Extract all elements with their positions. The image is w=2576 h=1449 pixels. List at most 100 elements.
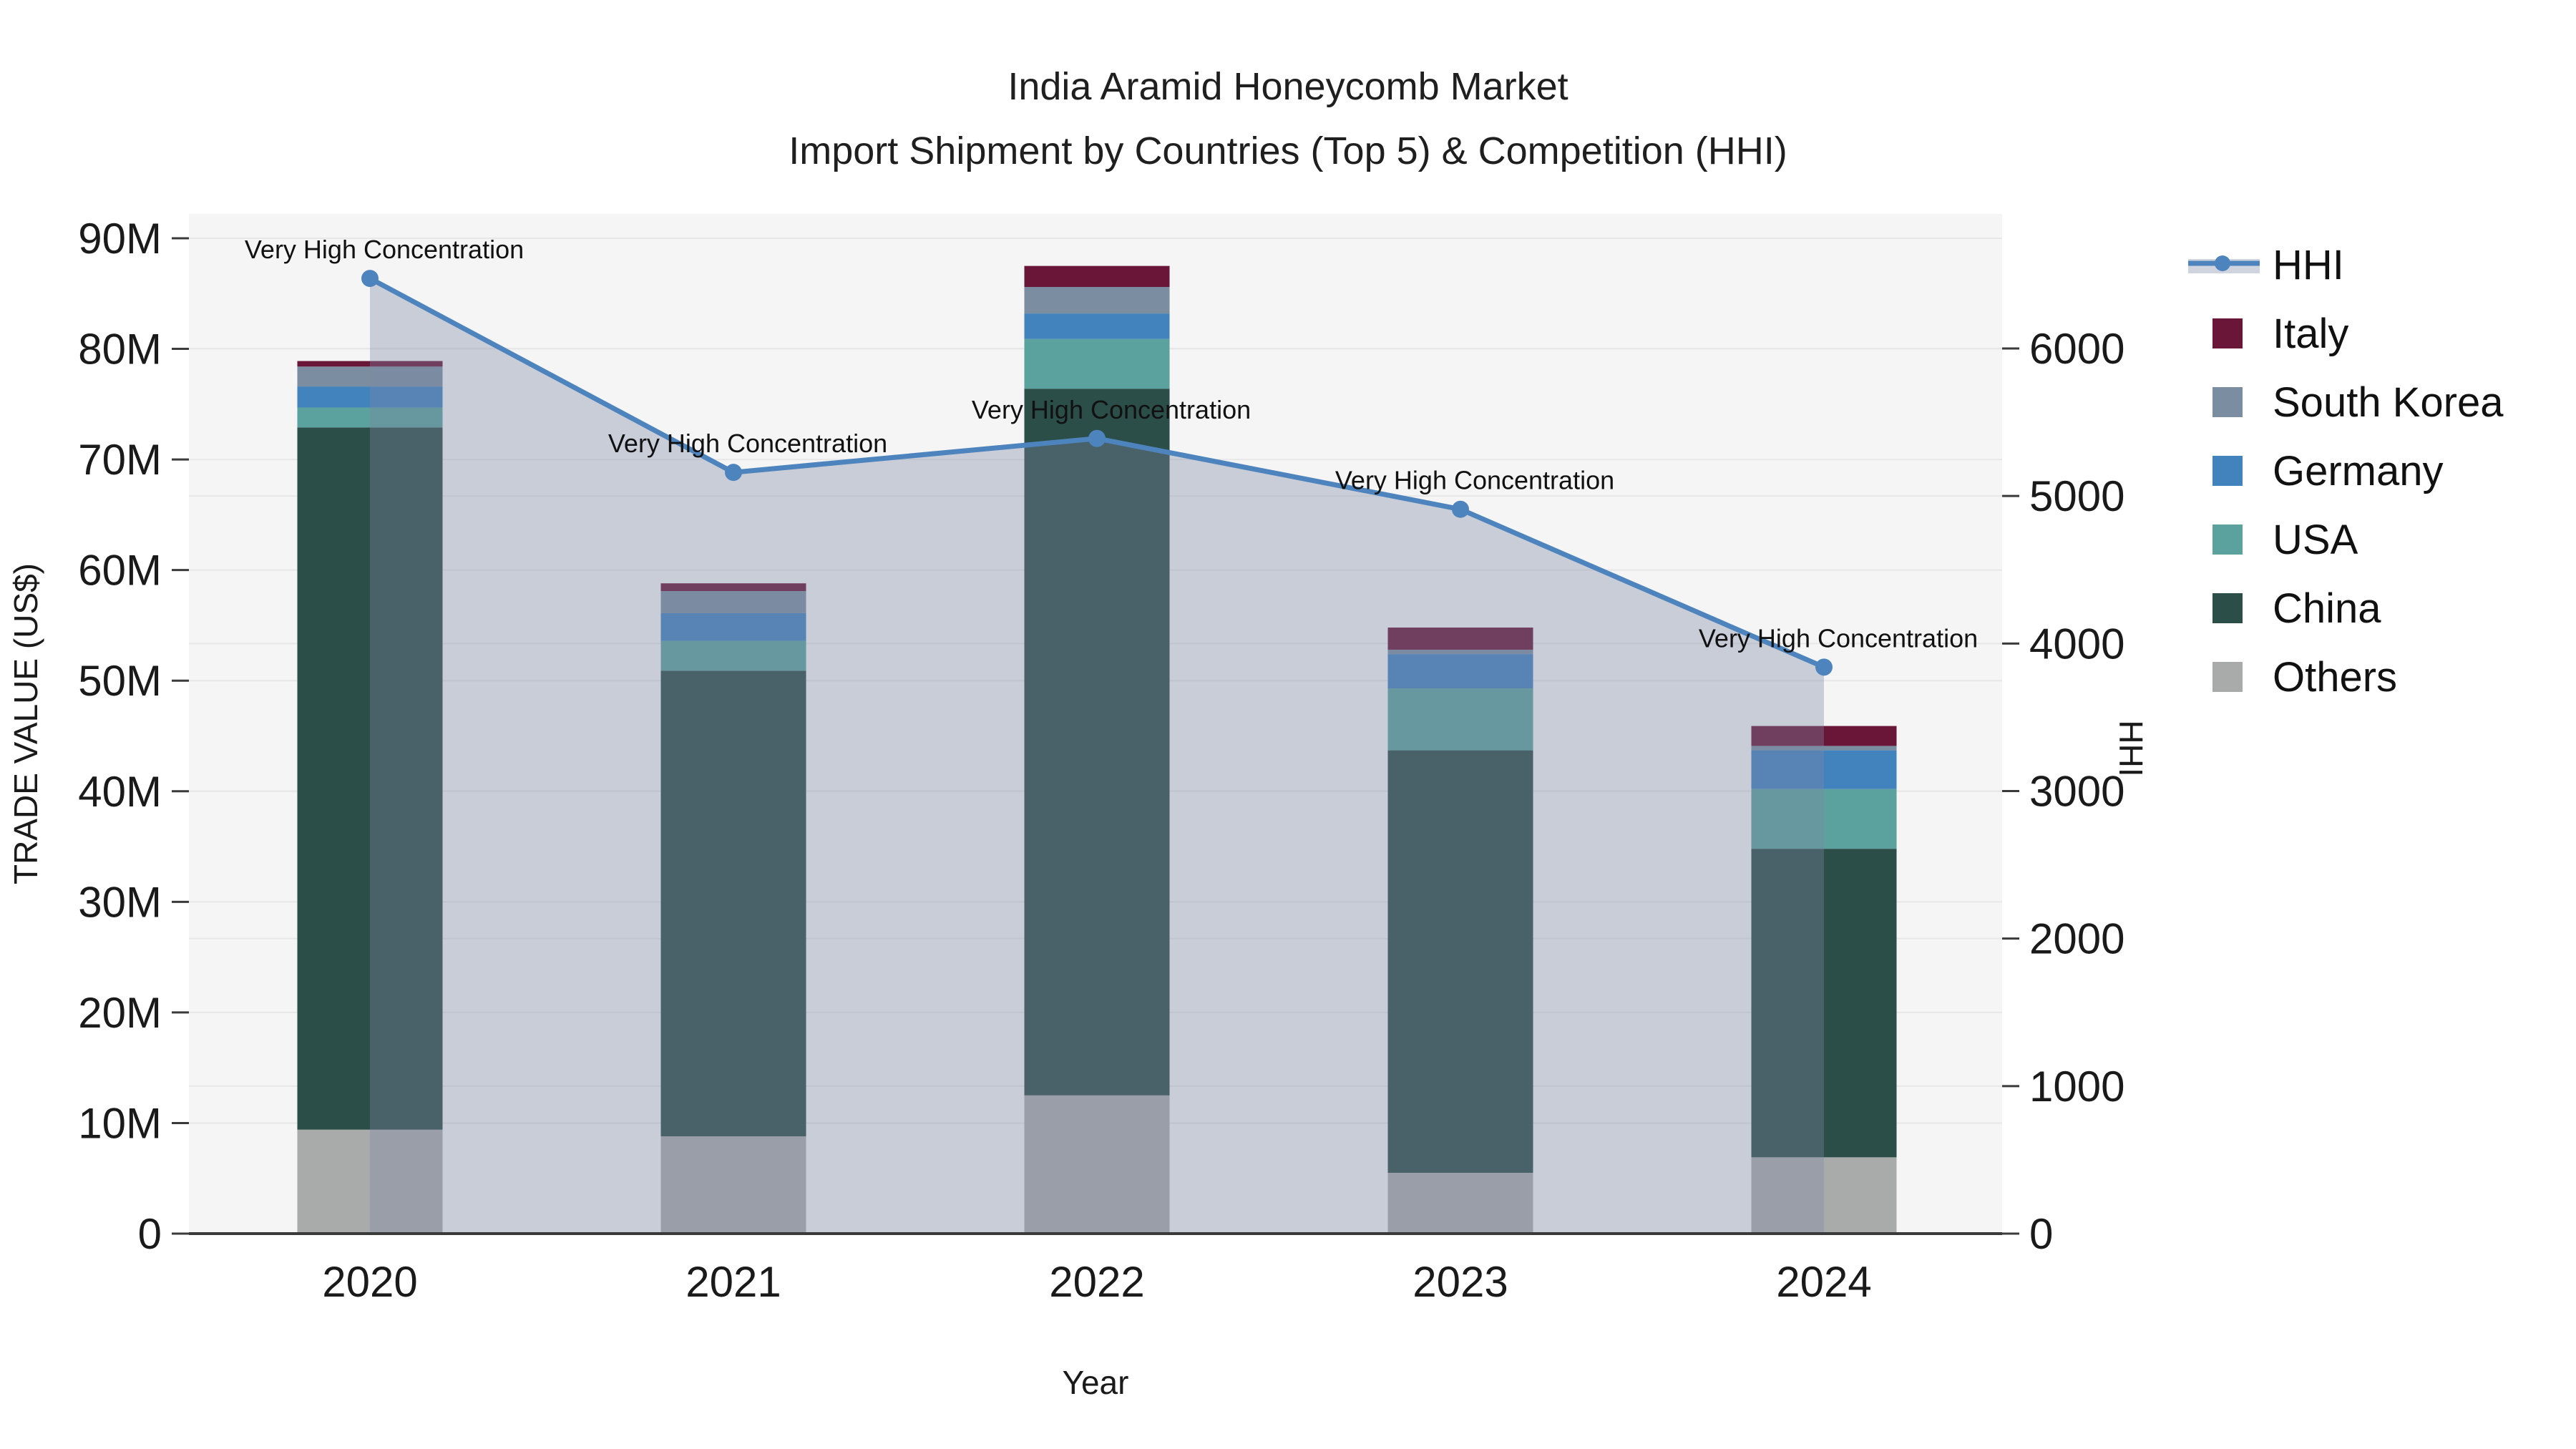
- y-right-tick-label: 2000: [2029, 915, 2124, 963]
- bar-segment-china-2020[interactable]: [297, 427, 443, 1130]
- bar-segment-italy-2021[interactable]: [660, 583, 806, 592]
- annotation-2023: Very High Concentration: [1335, 466, 1614, 495]
- y-left-tick-label: 30M: [78, 878, 162, 926]
- bar-segment-china-2022[interactable]: [1024, 389, 1170, 1096]
- legend-item-south-korea[interactable]: South Korea: [2188, 368, 2503, 436]
- legend-item-italy[interactable]: Italy: [2188, 299, 2503, 368]
- x-tick-label-2024: 2024: [1776, 1258, 1871, 1306]
- bar-segment-germany-2022[interactable]: [1024, 313, 1170, 339]
- chart-title-line1: India Aramid Honeycomb Market: [1008, 65, 1568, 108]
- legend-swatch-icon: [2188, 593, 2263, 623]
- bar-segment-usa-2023[interactable]: [1387, 688, 1533, 751]
- legend-item-usa[interactable]: USA: [2188, 505, 2503, 574]
- x-tick-label-2022: 2022: [1049, 1258, 1144, 1306]
- bar-segment-others-2020[interactable]: [297, 1129, 443, 1234]
- x-axis-title: Year: [1063, 1364, 1129, 1401]
- bar-segment-germany-2021[interactable]: [660, 613, 806, 641]
- bar-segment-china-2024[interactable]: [1751, 849, 1897, 1158]
- bar-series-group: [297, 265, 1897, 1234]
- hhi-marker-2022[interactable]: [1088, 429, 1106, 447]
- bar-segment-south-korea-2022[interactable]: [1024, 287, 1170, 314]
- legend-color-square: [2212, 387, 2243, 417]
- bar-segment-italy-2020[interactable]: [297, 361, 443, 367]
- bar-segment-germany-2020[interactable]: [297, 386, 443, 408]
- y-left-tick-label: 90M: [78, 215, 162, 263]
- bar-segment-germany-2023[interactable]: [1387, 654, 1533, 689]
- y-right-tick-label: 1000: [2029, 1063, 2124, 1111]
- y-left-tick-label: 50M: [78, 657, 162, 705]
- bar-segment-others-2024[interactable]: [1751, 1157, 1897, 1234]
- bar-segment-south-korea-2023[interactable]: [1387, 649, 1533, 655]
- legend-swatch-icon: [2188, 387, 2263, 417]
- y-left-tick-label: 0: [138, 1210, 162, 1258]
- legend-item-label: Italy: [2273, 310, 2349, 357]
- bar-segment-china-2023[interactable]: [1387, 750, 1533, 1173]
- legend-swatch-icon: [2188, 662, 2263, 692]
- bar-segment-south-korea-2021[interactable]: [660, 591, 806, 613]
- y-right-tick-label: 5000: [2029, 472, 2124, 520]
- x-tick-label-2021: 2021: [686, 1258, 781, 1306]
- legend-color-square: [2212, 593, 2243, 623]
- hhi-marker-2021[interactable]: [725, 464, 742, 482]
- y-right-tick-label: 4000: [2029, 620, 2124, 668]
- legend-item-label: Germany: [2273, 447, 2444, 494]
- bar-segment-others-2021[interactable]: [660, 1136, 806, 1234]
- hhi-marker-2023[interactable]: [1452, 500, 1469, 518]
- y-left-tick-label: 40M: [78, 768, 162, 816]
- legend-item-germany[interactable]: Germany: [2188, 436, 2503, 505]
- y-left-tick-label: 70M: [78, 436, 162, 484]
- bar-segment-china-2021[interactable]: [660, 670, 806, 1136]
- y-right-tick-label: 0: [2029, 1210, 2053, 1258]
- hhi-marker-2020[interactable]: [361, 270, 379, 288]
- legend: HHI Italy South Korea Germany USA China Others: [2188, 230, 2503, 711]
- hhi-marker-2024[interactable]: [1815, 658, 1833, 676]
- annotation-2024: Very High Concentration: [1699, 623, 1978, 653]
- bar-segment-south-korea-2020[interactable]: [297, 366, 443, 387]
- annotation-2022: Very High Concentration: [972, 395, 1251, 424]
- legend-swatch-icon: [2188, 456, 2263, 486]
- bar-segment-usa-2020[interactable]: [297, 407, 443, 428]
- legend-item-label: China: [2273, 585, 2381, 632]
- bar-segment-others-2022[interactable]: [1024, 1095, 1170, 1234]
- y-left-axis-title: TRADE VALUE (US$): [7, 563, 44, 884]
- legend-item-label: South Korea: [2273, 379, 2504, 426]
- bar-segment-usa-2024[interactable]: [1751, 789, 1897, 849]
- y-left-tick-label: 20M: [78, 989, 162, 1037]
- bar-segment-usa-2021[interactable]: [660, 640, 806, 671]
- legend-color-square: [2212, 662, 2243, 692]
- bar-segment-usa-2022[interactable]: [1024, 338, 1170, 389]
- legend-item-label: HHI: [2273, 241, 2344, 288]
- x-tick-label-2023: 2023: [1413, 1258, 1508, 1306]
- legend-color-square: [2212, 525, 2243, 555]
- y-right-axis-title: HHI: [2112, 720, 2150, 776]
- annotation-2020: Very High Concentration: [245, 235, 524, 264]
- legend-color-square: [2212, 456, 2243, 486]
- y-right-tick-label: 6000: [2029, 325, 2124, 373]
- legend-item-china[interactable]: China: [2188, 574, 2503, 643]
- chart-title: India Aramid Honeycomb Market Import Shi…: [0, 54, 2576, 183]
- y-axis-left: 0 10M 20M 30M 40M 50M 60M 70M 80M 90M: [78, 215, 189, 1258]
- bar-segment-south-korea-2024[interactable]: [1751, 746, 1897, 751]
- y-left-tick-label: 10M: [78, 1099, 162, 1147]
- bar-segment-germany-2024[interactable]: [1751, 750, 1897, 789]
- legend-color-square: [2212, 318, 2243, 348]
- legend-swatch-icon: [2188, 318, 2263, 348]
- bar-segment-italy-2022[interactable]: [1024, 265, 1170, 288]
- legend-item-hhi[interactable]: HHI: [2188, 230, 2503, 299]
- y-axis-right: 0 1000 2000 3000 4000 5000 6000: [2002, 325, 2124, 1258]
- chart-title-line2: Import Shipment by Countries (Top 5) & C…: [789, 130, 1787, 172]
- y-right-tick-label: 3000: [2029, 768, 2124, 816]
- bar-segment-italy-2023[interactable]: [1387, 628, 1533, 650]
- bar-segment-others-2023[interactable]: [1387, 1172, 1533, 1234]
- legend-item-label: USA: [2273, 516, 2358, 563]
- bar-segment-italy-2024[interactable]: [1751, 726, 1897, 746]
- legend-item-label: Others: [2273, 653, 2398, 701]
- legend-item-others[interactable]: Others: [2188, 643, 2503, 711]
- annotation-2021: Very High Concentration: [608, 429, 887, 458]
- x-tick-label-2020: 2020: [322, 1258, 417, 1306]
- legend-swatch-icon: [2188, 525, 2263, 555]
- hhi-line-swatch-icon: [2188, 248, 2263, 282]
- y-left-tick-label: 80M: [78, 326, 162, 374]
